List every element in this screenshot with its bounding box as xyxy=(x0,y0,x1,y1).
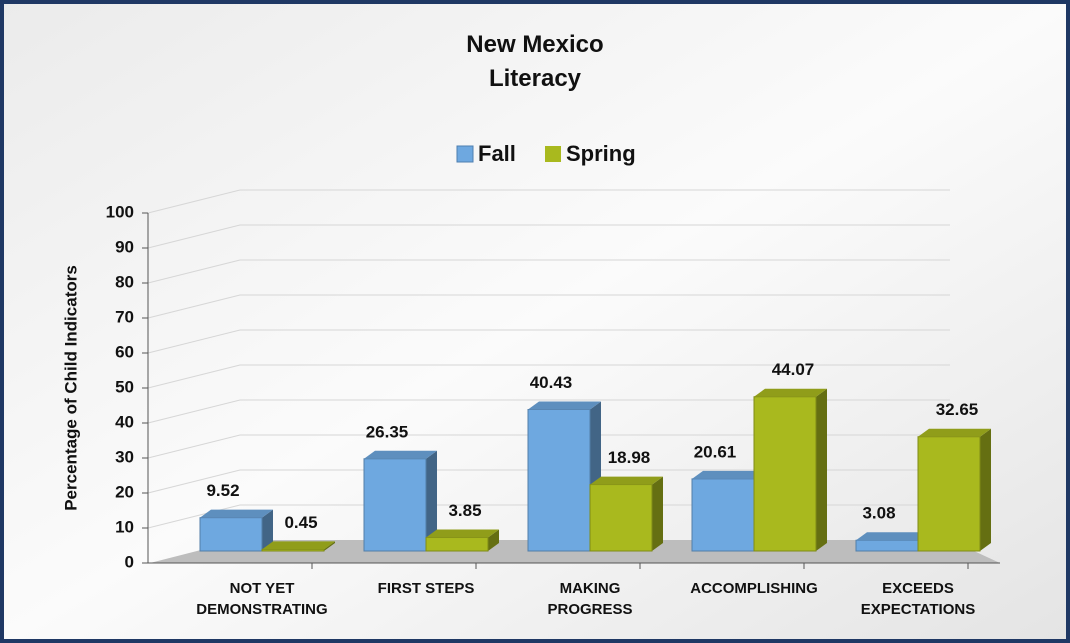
bar xyxy=(527,408,591,552)
bar xyxy=(261,548,325,552)
bar-side xyxy=(816,388,827,551)
bar-top xyxy=(262,541,335,550)
y-tick-label: 90 xyxy=(115,237,134,256)
bar-top xyxy=(692,470,765,479)
data-label: 18.98 xyxy=(608,448,651,467)
bar-top xyxy=(528,401,601,410)
data-label: 26.35 xyxy=(366,422,409,441)
y-tick-label: 20 xyxy=(115,482,134,501)
grid-line xyxy=(147,364,950,389)
y-tick-label: 60 xyxy=(115,342,134,361)
bar-top xyxy=(918,428,991,437)
bar-side xyxy=(980,428,991,551)
bar-side xyxy=(488,529,499,551)
data-label: 32.65 xyxy=(936,400,979,419)
x-tick-label: NOT YET DEMONSTRATING xyxy=(196,580,328,618)
data-label: 3.85 xyxy=(448,501,481,520)
data-label: 9.52 xyxy=(206,481,239,500)
y-tick-label: 30 xyxy=(115,447,134,466)
x-tick-label: MAKING PROGRESS xyxy=(547,580,633,618)
legend-label: Fall xyxy=(478,141,516,166)
bar xyxy=(917,436,981,552)
grid-line xyxy=(147,399,950,424)
bar xyxy=(753,396,817,552)
bar xyxy=(199,517,263,552)
bar xyxy=(691,478,755,552)
y-tick-label: 100 xyxy=(106,202,134,221)
bar xyxy=(589,484,653,552)
data-label: 40.43 xyxy=(530,373,573,392)
grid-line xyxy=(147,224,950,249)
bar xyxy=(363,458,427,552)
y-tick-label: 10 xyxy=(115,517,134,536)
bar-side xyxy=(262,509,273,551)
data-label: 3.08 xyxy=(862,504,895,523)
x-tick-label: FIRST STEPS xyxy=(377,580,475,597)
bar-top xyxy=(364,450,437,459)
bar-top xyxy=(200,509,273,518)
grid-line xyxy=(147,469,950,494)
data-label: 0.45 xyxy=(284,513,317,532)
bar-top xyxy=(856,532,929,541)
bar-side xyxy=(652,476,663,551)
x-tick-label: ACCOMPLISHING xyxy=(690,580,818,597)
data-label: 44.07 xyxy=(772,360,815,379)
y-axis-label: Percentage of Child Indicators xyxy=(61,265,80,511)
chart-title: New Mexico Literacy xyxy=(466,31,604,92)
bar-side xyxy=(324,541,335,551)
grid-line xyxy=(147,434,950,459)
bar xyxy=(855,539,919,552)
y-tick-label: 80 xyxy=(115,272,134,291)
legend-label: Spring xyxy=(566,141,636,166)
grid-line xyxy=(147,329,950,354)
bar-top xyxy=(754,388,827,397)
legend-swatch xyxy=(456,145,474,163)
grid-line xyxy=(147,189,950,214)
y-tick-label: 50 xyxy=(115,377,134,396)
bar xyxy=(425,537,489,552)
bar-side xyxy=(426,450,437,551)
y-tick-label: 40 xyxy=(115,412,134,431)
grid-line xyxy=(147,294,950,319)
data-label: 20.61 xyxy=(694,442,737,461)
legend-swatch xyxy=(545,146,561,162)
bar-top xyxy=(426,529,499,538)
grid-line xyxy=(147,259,950,284)
y-tick-label: 70 xyxy=(115,307,134,326)
bar-top xyxy=(590,476,663,485)
x-tick-label: EXCEEDS EXPECTATIONS xyxy=(860,580,976,618)
y-tick-label: 0 xyxy=(125,552,134,571)
